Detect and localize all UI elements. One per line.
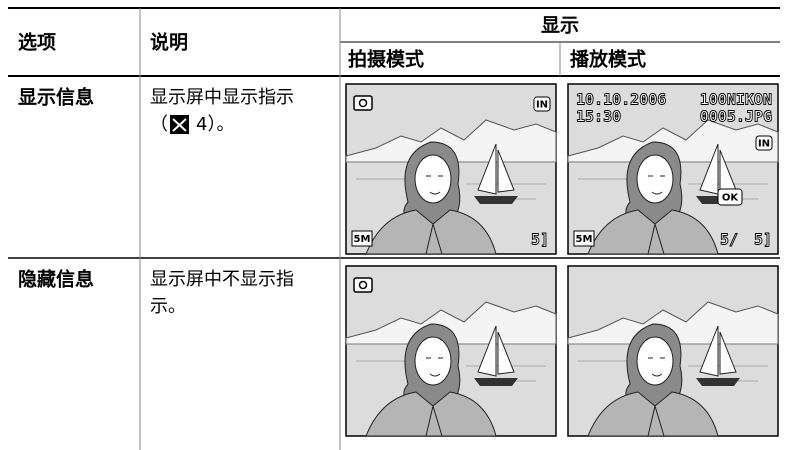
frame-number: 5/ [720, 231, 738, 249]
ok-badge [717, 188, 743, 206]
header-cell: 说明 [150, 31, 188, 54]
subheader-cell: 拍摄模式 [348, 48, 424, 71]
subheader-cell: 播放模式 [570, 48, 646, 71]
size-text: 5M [576, 234, 593, 245]
total-count: 5] [754, 231, 772, 249]
description-line: 4）。 [196, 114, 234, 135]
file-name: 0005.JPG [700, 108, 772, 126]
memory-badge [755, 135, 773, 151]
monitor-screen [567, 265, 779, 437]
option-label: 隐藏信息 [18, 268, 94, 291]
reference-icon [170, 115, 189, 134]
time: 15:30 [576, 108, 621, 126]
table-rules [8, 7, 780, 450]
description-line: 显示屏中不显示指 [150, 269, 294, 290]
folder: 100NIKON [700, 91, 772, 109]
size-badge [573, 230, 595, 247]
remaining-count: 5] [531, 231, 549, 249]
size-text: 5M [354, 234, 371, 245]
memory-text: IN [758, 139, 770, 150]
camera-icon [353, 277, 373, 293]
ok-text: OK [722, 193, 740, 204]
description-line: 示。 [150, 296, 186, 317]
size-badge [351, 230, 373, 247]
camera-icon [353, 95, 373, 111]
header-cell: 选项 [18, 32, 56, 54]
option-label: 显示信息 [18, 86, 94, 109]
description-line: 显示屏中显示指示 [150, 87, 294, 108]
monitor-screen [345, 83, 557, 255]
date: 10.10.2006 [576, 91, 666, 109]
description-line: （ [150, 114, 168, 135]
memory-badge [533, 96, 551, 112]
monitor-screen [345, 265, 557, 437]
header-cell: 显示 [541, 15, 579, 37]
memory-text: IN [536, 100, 548, 111]
